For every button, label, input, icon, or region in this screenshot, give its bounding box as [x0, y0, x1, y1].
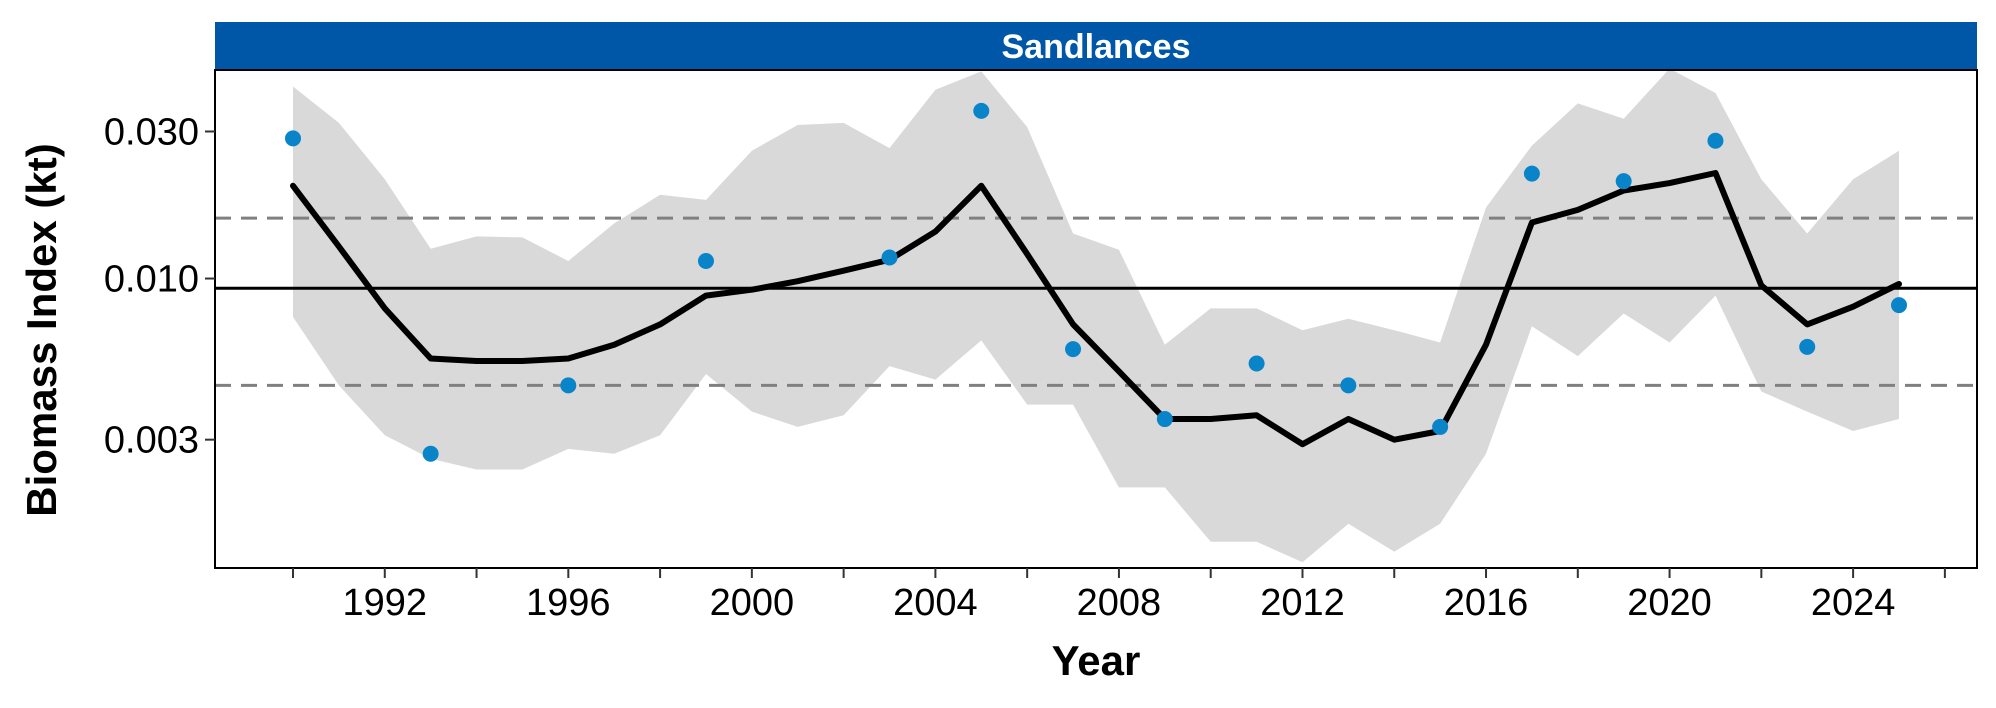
data-point — [1340, 377, 1357, 394]
y-axis-title: Biomass Index (kt) — [18, 143, 65, 516]
panel-border — [214, 69, 1978, 569]
data-point — [1065, 341, 1082, 358]
data-point — [1523, 165, 1540, 182]
x-tick-label: 1996 — [526, 582, 611, 624]
data-point — [881, 249, 898, 266]
data-point — [422, 445, 439, 462]
x-tick-label: 2004 — [893, 582, 978, 624]
x-tick-label: 2020 — [1627, 582, 1712, 624]
x-axis: 1992 1996 2000 2004 2008 2012 2016 2020 2024 — [292, 568, 1946, 624]
data-point — [285, 130, 302, 147]
data-point — [1156, 411, 1173, 428]
y-tick-label: 0.030 — [104, 112, 199, 154]
x-axis-title: Year — [1052, 637, 1141, 684]
x-tick-label: 1992 — [343, 582, 428, 624]
data-point — [1432, 418, 1449, 435]
y-tick-label: 0.003 — [104, 420, 199, 462]
data-point — [1707, 132, 1724, 149]
data-point — [1890, 297, 1907, 314]
data-point — [973, 102, 990, 119]
confidence-band — [293, 70, 1899, 563]
x-tick-label: 2012 — [1260, 582, 1345, 624]
data-point — [1799, 338, 1816, 355]
x-tick-label: 2024 — [1811, 582, 1896, 624]
data-point — [697, 252, 714, 269]
plot-area — [215, 70, 1977, 563]
y-tick-label: 0.010 — [104, 259, 199, 301]
x-tick-label: 2000 — [710, 582, 795, 624]
data-point — [1615, 173, 1632, 190]
x-tick-label: 2008 — [1077, 582, 1162, 624]
data-point — [1248, 355, 1265, 372]
data-point — [560, 377, 577, 394]
y-axis: 0.003 0.010 0.030 — [104, 112, 215, 462]
fitted-trend-line — [290, 170, 1902, 448]
x-tick-label: 2016 — [1444, 582, 1529, 624]
facet-strip-label: Sandlances — [1002, 28, 1191, 66]
facet-strip — [215, 22, 1977, 70]
